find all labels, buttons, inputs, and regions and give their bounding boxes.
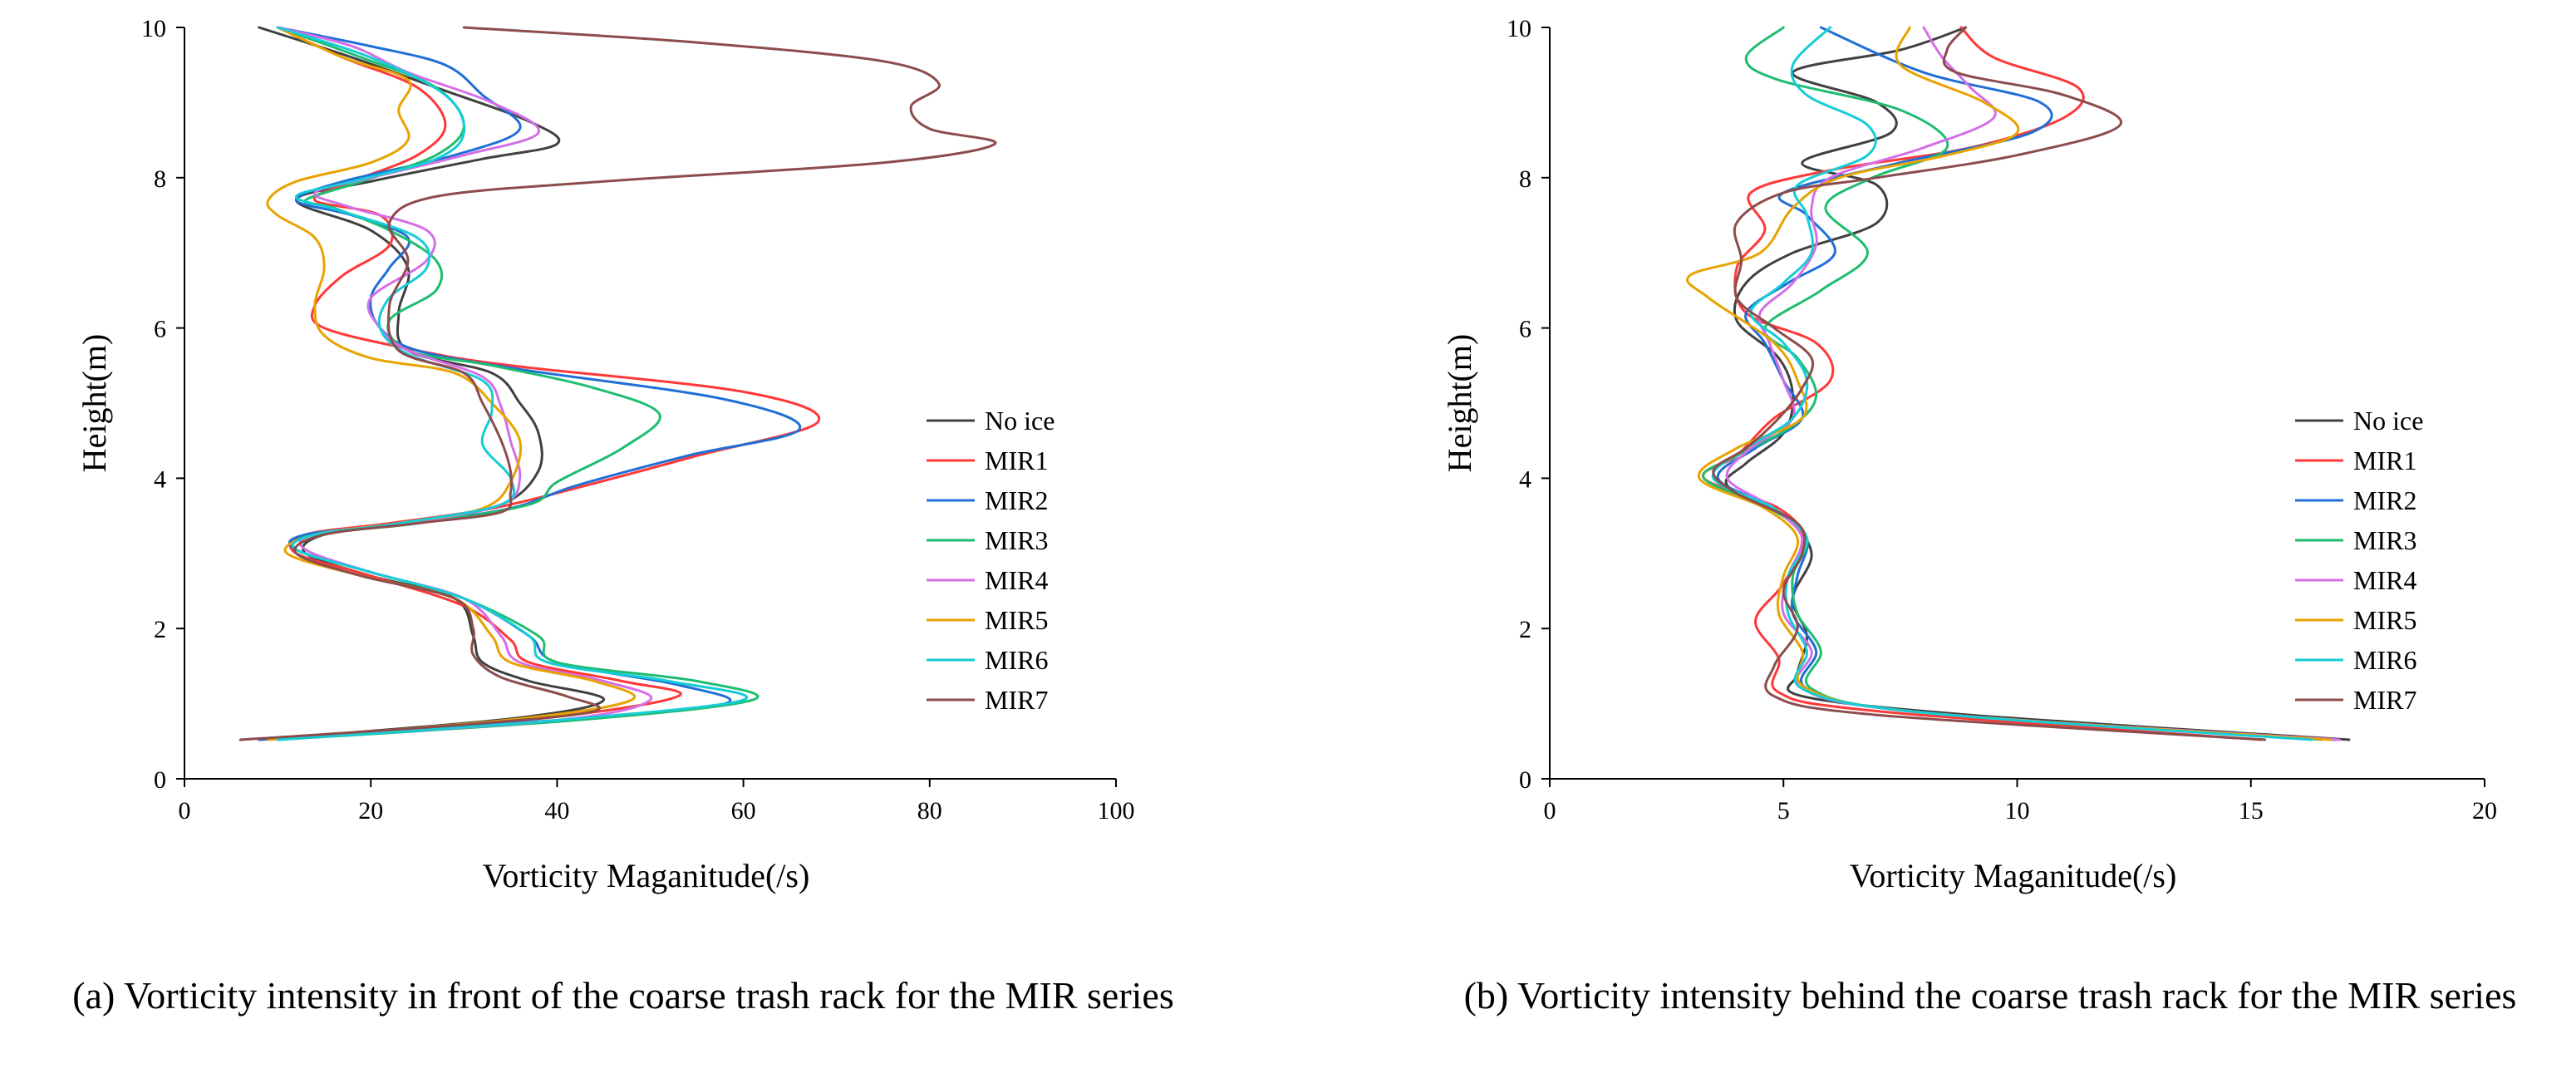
series-line-a-6	[266, 26, 636, 741]
y-tick-label: 10	[141, 15, 166, 42]
series-line-b-7	[1711, 26, 2313, 741]
x-tick-label: 10	[2005, 797, 2030, 825]
caption-b: (b) Vorticity intensity behind the coars…	[1463, 974, 2517, 1017]
caption-a: (a) Vorticity intensity in front of the …	[72, 974, 1174, 1017]
x-tick-label: 20	[2472, 797, 2497, 825]
chart-a: 0 20 40 60 80 100 0 2 4 6 8 10 Vorticity Maganitude(…	[76, 15, 1135, 894]
legend-label: MIR1	[985, 446, 1048, 475]
x-tick-label: 80	[917, 797, 942, 825]
series-line-b-4	[1702, 26, 2323, 741]
x-tick-label: 0	[1544, 797, 1556, 825]
legend-label: No ice	[2353, 406, 2423, 436]
legend-label: MIR5	[2353, 605, 2416, 635]
legend-label: MIR4	[2353, 565, 2416, 595]
y-tick-label: 4	[154, 465, 166, 493]
series-line-a-7	[276, 26, 748, 741]
legend-b: No ice MIR1 MIR2 MIR3 MIR4 MIR5 MIR6 MIR7	[2295, 406, 2423, 715]
legend-label: MIR2	[2353, 485, 2416, 515]
y-tick-label: 0	[1519, 766, 1531, 794]
series-line-a-2	[258, 26, 821, 741]
x-axis-title-b: Vorticity Maganitude(/s)	[1850, 857, 2177, 894]
legend-label: MIR5	[985, 605, 1048, 635]
legend-label: No ice	[985, 406, 1054, 436]
legend-label: MIR6	[2353, 645, 2416, 675]
series-line-a-1	[258, 26, 606, 741]
y-tick-label: 6	[1519, 316, 1531, 343]
legend-label: MIR7	[985, 685, 1048, 715]
x-axis-title-a: Vorticity Maganitude(/s)	[483, 857, 810, 894]
y-tick-label: 6	[154, 316, 166, 343]
series-line-b-1	[1724, 26, 2351, 741]
series-line-b-8	[1712, 26, 2267, 741]
y-tick-label: 2	[154, 616, 166, 643]
legend-label: MIR4	[985, 565, 1048, 595]
y-tick-label: 8	[1519, 165, 1531, 193]
legend-label: MIR7	[2353, 685, 2416, 715]
legend-label: MIR3	[2353, 525, 2416, 555]
series-line-a-5	[267, 26, 653, 741]
y-axis-title-a: Height(m)	[76, 334, 113, 473]
x-tick-label: 100	[1098, 797, 1135, 825]
y-tick-label: 8	[154, 165, 166, 193]
y-tick-label: 0	[154, 766, 166, 794]
x-tick-label: 15	[2239, 797, 2264, 825]
legend-label: MIR1	[2353, 446, 2416, 475]
x-tick-label: 0	[179, 797, 191, 825]
x-tick-label: 20	[358, 797, 383, 825]
x-tick-label: 40	[544, 797, 569, 825]
y-axis-title-b: Height(m)	[1441, 334, 1478, 473]
chart-b: 0 5 10 15 20 0 2 4 6 8 10 Vorticity Maganitude(/s) H…	[1441, 15, 2497, 894]
legend-label: MIR2	[985, 485, 1048, 515]
series-line-a-8	[238, 26, 997, 741]
legend-label: MIR3	[985, 525, 1048, 555]
y-tick-label: 2	[1519, 616, 1531, 643]
series-line-a-4	[276, 26, 760, 741]
legend-a: No ice MIR1 MIR2 MIR3 MIR4 MIR5 MIR6 MIR7	[927, 406, 1054, 715]
x-tick-label: 5	[1777, 797, 1790, 825]
series-line-b-5	[1725, 26, 2342, 741]
series-line-a-3	[258, 26, 802, 741]
legend-label: MIR6	[985, 645, 1048, 675]
y-tick-label: 10	[1507, 15, 1531, 42]
x-tick-label: 60	[731, 797, 756, 825]
y-tick-label: 4	[1519, 465, 1531, 493]
